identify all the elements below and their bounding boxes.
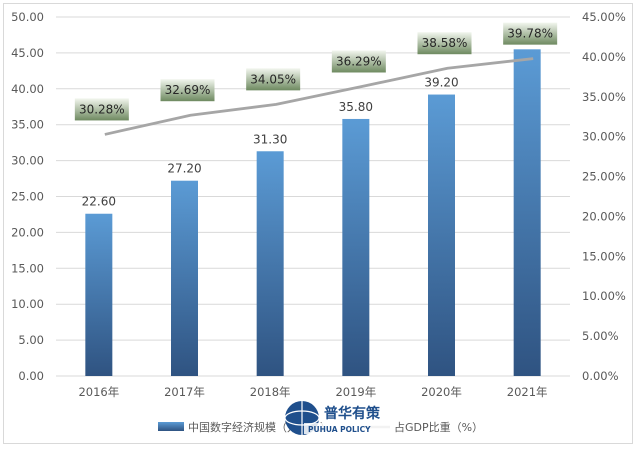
- right-tick-label: 45.00%: [582, 10, 626, 24]
- x-tick-label: 2020年: [421, 385, 462, 399]
- bar: [428, 94, 455, 376]
- x-tick-label: 2021年: [507, 385, 548, 399]
- bar: [171, 180, 198, 376]
- bar-value-labels: 22.60 27.20 31.30 35.80 39.20: [82, 76, 459, 209]
- left-tick-label: 10.00: [11, 297, 44, 311]
- left-axis: 0.00 5.00 10.00 15.00 20.00 25.00 30.00 35.00 40…: [11, 10, 44, 383]
- right-tick-label: 20.00%: [582, 209, 626, 223]
- line-label-text: 30.28%: [79, 102, 125, 116]
- left-tick-label: 35.00: [11, 118, 44, 132]
- bar-value-label: 22.60: [82, 195, 116, 209]
- line-label-box: [74, 98, 129, 121]
- line-value-label: 38.58%: [417, 32, 472, 55]
- line-label-text: 39.78%: [507, 27, 553, 41]
- chart-container: 0.00 5.00 10.00 15.00 20.00 25.00 30.00 35.00 40…: [3, 3, 633, 444]
- line-label-text: 36.29%: [336, 54, 382, 68]
- line-label-text: 32.69%: [165, 83, 211, 97]
- watermark-en-text: PUHUA POLICY: [308, 425, 371, 434]
- line-label-text: 38.58%: [422, 36, 468, 50]
- right-tick-label: 40.00%: [582, 50, 626, 64]
- right-tick-label: 10.00%: [582, 289, 626, 303]
- gridlines: [56, 16, 570, 377]
- line-value-label: 39.78%: [503, 22, 558, 45]
- line-value-label: 34.05%: [246, 68, 301, 91]
- line-label-box: [246, 68, 301, 91]
- right-tick-label: 25.00%: [582, 170, 626, 184]
- bar-value-label: 27.20: [167, 162, 201, 176]
- left-tick-label: 20.00: [11, 225, 44, 239]
- right-tick-label: 35.00%: [582, 90, 626, 104]
- combo-bar-line-chart: 0.00 5.00 10.00 15.00 20.00 25.00 30.00 35.00 40…: [11, 10, 626, 435]
- right-tick-label: 30.00%: [582, 130, 626, 144]
- bar: [256, 151, 284, 376]
- line-series: [104, 57, 534, 136]
- legend-line-label: 占GDP比重（%）: [394, 420, 483, 434]
- left-tick-label: 40.00: [11, 82, 44, 96]
- line-label-box: [331, 50, 386, 73]
- line-path: [104, 57, 534, 136]
- right-axis: 0.00% 5.00% 10.00% 15.00% 20.00% 25.00% 30.00%…: [582, 10, 626, 383]
- bar-series: [85, 49, 541, 377]
- x-axis: 2016年 2017年 2018年 2019年 2020年 2021年: [78, 385, 547, 399]
- line-label-box: [417, 32, 472, 55]
- bar-value-label: 39.20: [424, 76, 458, 90]
- right-tick-label: 5.00%: [582, 329, 619, 343]
- right-tick-label: 15.00%: [582, 249, 626, 263]
- line-value-label: 30.28%: [74, 98, 129, 121]
- bar: [85, 213, 113, 376]
- left-tick-label: 30.00: [11, 154, 44, 168]
- left-tick-label: 25.00: [11, 190, 44, 204]
- line-label-box: [503, 22, 558, 45]
- right-tick-label: 0.00%: [582, 369, 619, 383]
- x-tick-label: 2019年: [335, 385, 376, 399]
- left-tick-label: 0.00: [18, 369, 44, 383]
- line-value-label: 32.69%: [160, 79, 215, 102]
- line-label-box: [160, 79, 215, 102]
- left-tick-label: 45.00: [11, 46, 44, 60]
- left-tick-label: 5.00: [18, 333, 44, 347]
- legend-bar-swatch: [158, 422, 184, 431]
- x-tick-label: 2018年: [250, 385, 291, 399]
- watermark-cn-text: 普华有策: [324, 405, 381, 422]
- left-tick-label: 15.00: [11, 261, 44, 275]
- left-tick-label: 50.00: [11, 10, 44, 24]
- line-label-text: 34.05%: [250, 72, 296, 86]
- x-tick-label: 2016年: [78, 385, 119, 399]
- bar-value-label: 35.80: [339, 100, 373, 114]
- bar: [513, 49, 541, 377]
- x-tick-label: 2017年: [164, 385, 205, 399]
- line-value-labels: 30.28% 32.69% 34.05% 36.29% 38.58% 39.78%: [74, 22, 558, 121]
- line-value-label: 36.29%: [331, 50, 386, 73]
- watermark-logo: 普华有策 PUHUA POLICY: [284, 401, 390, 435]
- bar: [342, 118, 370, 377]
- bar-value-label: 31.30: [253, 132, 287, 146]
